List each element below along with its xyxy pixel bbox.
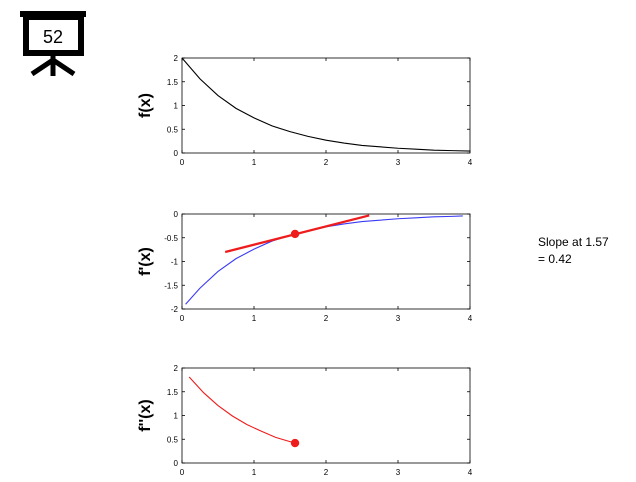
x-tick-label: 4 xyxy=(468,158,473,167)
series-line-fsecond xyxy=(188,376,296,444)
slope-annotation: Slope at 1.57 = 0.42 xyxy=(538,234,609,268)
x-tick-label: 3 xyxy=(396,468,401,477)
slide-number: 52 xyxy=(43,27,63,47)
y-tick-label: 0 xyxy=(174,149,179,158)
x-tick-label: 0 xyxy=(180,468,185,477)
y-tick-label: -0.5 xyxy=(164,234,178,243)
highlight-point xyxy=(290,229,300,239)
x-tick-label: 4 xyxy=(468,314,473,323)
x-tick-label: 3 xyxy=(396,158,401,167)
y-tick-label: 2 xyxy=(174,54,179,63)
y-tick-label: 0.5 xyxy=(167,125,179,134)
y-tick-label: 1.5 xyxy=(167,78,179,87)
projector-screen-icon: 52 xyxy=(20,11,86,77)
slope-annotation-line1: Slope at 1.57 xyxy=(538,235,609,249)
x-tick-label: 4 xyxy=(468,468,473,477)
x-tick-label: 2 xyxy=(324,158,329,167)
x-tick-label: 1 xyxy=(252,158,257,167)
y-tick-label: -1.5 xyxy=(164,281,178,290)
plot-frame xyxy=(181,367,471,464)
y-tick-label: 1 xyxy=(174,102,179,111)
y-tick-label: 0 xyxy=(174,210,179,219)
x-tick-label: 2 xyxy=(324,314,329,323)
slope-annotation-line2: = 0.42 xyxy=(538,252,572,266)
plot-frame xyxy=(181,57,471,154)
x-tick-label: 1 xyxy=(252,314,257,323)
y-tick-label: 1 xyxy=(174,412,179,421)
plot-frame xyxy=(181,213,471,310)
series-line-fprime xyxy=(185,215,463,305)
chart-fsecond: 0 1 2 3 4 0 0.5 1 1.5 2 f''(x) xyxy=(137,364,473,477)
y-tick-label: 2 xyxy=(174,364,179,373)
x-tick-label: 0 xyxy=(180,158,185,167)
y-tick-label: 0 xyxy=(174,459,179,468)
series-line-f xyxy=(181,57,471,152)
highlight-point xyxy=(290,438,300,448)
y-axis-label: f'(x) xyxy=(137,247,154,276)
y-tick-label: 0.5 xyxy=(167,435,179,444)
y-tick-label: 1.5 xyxy=(167,388,179,397)
x-tick-label: 1 xyxy=(252,468,257,477)
y-tick-label: -1 xyxy=(171,258,179,267)
chart-f: 0 1 2 3 4 0 0.5 1 1.5 2 f(x) xyxy=(137,54,473,167)
y-tick-label: -2 xyxy=(171,305,179,314)
x-tick-label: 0 xyxy=(180,314,185,323)
chart-fprime: 0 1 2 3 4 -2 -1.5 -1 -0.5 0 f'(x) xyxy=(137,210,473,323)
x-tick-label: 2 xyxy=(324,468,329,477)
y-axis-label: f''(x) xyxy=(137,399,154,432)
x-tick-label: 3 xyxy=(396,314,401,323)
y-axis-label: f(x) xyxy=(137,93,154,118)
